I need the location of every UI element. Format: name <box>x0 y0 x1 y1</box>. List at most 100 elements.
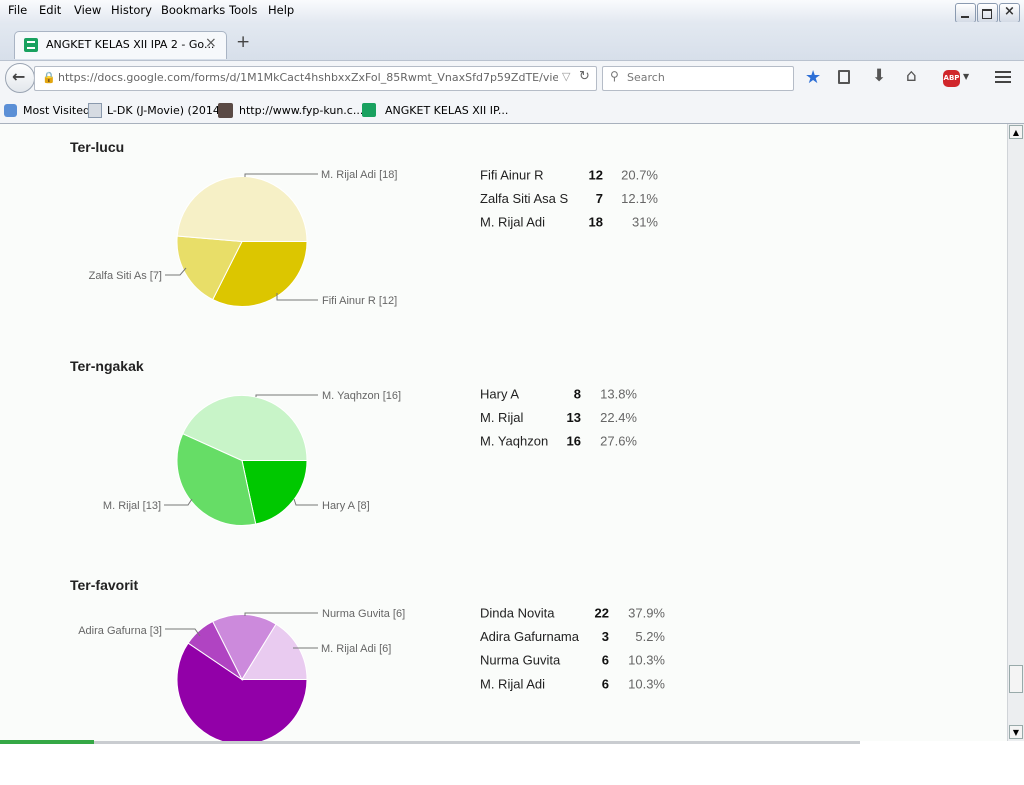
page-content: Ter-lucu Fifi Ainur R [12] Zalfa Siti As [… <box>0 124 1007 745</box>
url-text: https://docs.google.com/forms/d/1M1MkCac… <box>58 71 558 84</box>
back-button[interactable]: ← <box>5 63 35 93</box>
legend-count: 3 <box>602 629 609 644</box>
menu-item[interactable]: Edit <box>39 3 62 17</box>
home-icon[interactable]: ⌂ <box>906 66 917 86</box>
bookmark-star[interactable]: ★ <box>805 67 822 88</box>
legend-name: Dinda Novita <box>480 606 555 621</box>
menu-item[interactable]: History <box>111 3 152 17</box>
callout-line <box>276 293 318 301</box>
legend-percent: 5.2% <box>635 629 665 644</box>
bookmark-icon <box>88 103 102 118</box>
callout-line <box>165 267 187 276</box>
download-icon[interactable]: ⬇ <box>872 66 887 86</box>
search-box[interactable]: ⚲ Search <box>602 66 794 91</box>
tab-close[interactable]: × <box>205 35 217 51</box>
callout-line <box>165 628 201 637</box>
bookmark[interactable]: http://www.fyp-kun.c... <box>239 104 364 117</box>
legend-name: M. Rijal <box>480 410 523 425</box>
menu-bar: File Edit View History Bookmarks Tools H… <box>0 0 1024 23</box>
restore-button[interactable] <box>977 3 998 23</box>
bookmark[interactable]: ANGKET KELAS XII IP... <box>385 104 509 117</box>
legend-count: 6 <box>602 676 609 691</box>
reading-list-icon[interactable] <box>838 70 850 84</box>
legend-percent: 22.4% <box>600 410 637 425</box>
legend-name: Hary A <box>480 387 519 402</box>
legend-percent: 37.9% <box>628 606 665 621</box>
bookmark[interactable]: L-DK (J-Movie) (2014) <box>107 104 225 117</box>
callout-line <box>293 498 318 506</box>
menu-item[interactable]: File <box>8 3 28 17</box>
menu-item[interactable]: Bookmarks <box>161 3 226 17</box>
slice-label: Fifi Ainur R [12] <box>322 295 397 307</box>
footer-strip <box>0 741 860 744</box>
pie-slice <box>176 176 308 242</box>
legend-percent: 10.3% <box>628 653 665 668</box>
pie-slice <box>176 235 243 301</box>
chart-title: Ter-favorit <box>70 577 139 593</box>
slice-label: Hary A [8] <box>322 500 370 512</box>
legend-name: M. Rijal Adi <box>480 676 545 691</box>
slice-label: M. Rijal [13] <box>103 500 161 512</box>
legend-name: Fifi Ainur R <box>480 168 544 183</box>
pie-slice <box>241 460 308 525</box>
slice-label: Adira Gafurna [3] <box>78 625 162 637</box>
scroll-up[interactable]: ▲ <box>1009 125 1023 139</box>
search-placeholder: Search <box>627 71 665 84</box>
adblock-menu[interactable]: ▼ <box>963 72 970 81</box>
menu-item[interactable]: Tools <box>229 3 258 17</box>
bookmark-icon <box>4 104 17 117</box>
bookmark[interactable]: Most Visited <box>23 104 90 117</box>
legend-percent: 13.8% <box>600 387 637 402</box>
callout-line <box>244 612 318 616</box>
legend-percent: 12.1% <box>621 191 658 206</box>
close-button[interactable]: × <box>999 3 1020 23</box>
legend-percent: 31% <box>632 215 658 230</box>
scroll-thumb[interactable] <box>1009 665 1023 693</box>
scrollbar: ▲ ▼ <box>1007 124 1024 741</box>
callout-line <box>164 498 193 506</box>
legend-name: M. Yaqhzon <box>480 434 548 449</box>
charts: Ter-lucu Fifi Ainur R [12] Zalfa Siti As [… <box>70 139 665 745</box>
slice-label: Zalfa Siti As [7] <box>89 270 162 282</box>
slice-label: M. Rijal Adi [6] <box>321 643 391 655</box>
legend-count: 13 <box>567 410 581 425</box>
legend-name: Zalfa Siti Asa S <box>480 191 568 206</box>
slice-label: M. Rijal Adi [18] <box>321 169 397 181</box>
legend-count: 16 <box>567 434 581 449</box>
tab[interactable]: ANGKET KELAS XII IPA 2 - Go... × <box>14 31 227 59</box>
legend-count: 12 <box>589 168 603 183</box>
slice-label: M. Yaqhzon [16] <box>322 390 401 402</box>
chart-title: Ter-lucu <box>70 139 124 155</box>
pie-slice <box>212 241 308 307</box>
legend-count: 18 <box>589 215 603 230</box>
legend-name: Adira Gafurnama <box>480 629 580 644</box>
footer-accent <box>0 740 94 744</box>
slice-label: Nurma Guvita [6] <box>322 608 405 620</box>
legend-name: Nurma Guvita <box>480 653 561 668</box>
minimize-button[interactable] <box>955 3 976 23</box>
legend-count: 8 <box>574 387 581 402</box>
menu-button[interactable] <box>995 71 1011 83</box>
callout-line <box>244 173 318 177</box>
legend-count: 7 <box>596 191 603 206</box>
tab-title: ANGKET KELAS XII IPA 2 - Go... <box>46 38 215 51</box>
menu-item[interactable]: View <box>74 3 102 17</box>
bookmarks-bar <box>0 97 1024 124</box>
bookmark-icon <box>218 103 233 118</box>
pie-slice <box>176 433 257 526</box>
tab-icon <box>24 38 38 52</box>
url-bar[interactable]: 🔒 https://docs.google.com/forms/d/1M1MkC… <box>34 66 597 91</box>
legend-count: 6 <box>602 653 609 668</box>
menu-item[interactable]: Help <box>268 3 295 17</box>
scroll-down[interactable]: ▼ <box>1009 725 1023 739</box>
adblock-icon[interactable]: ABP <box>943 70 960 87</box>
legend-percent: 20.7% <box>621 168 658 183</box>
bookmark-icon <box>362 103 376 117</box>
new-tab-button[interactable]: + <box>236 32 251 52</box>
pie-slice <box>182 395 308 461</box>
legend-percent: 27.6% <box>600 434 637 449</box>
legend-percent: 10.3% <box>628 676 665 691</box>
legend-count: 22 <box>595 606 609 621</box>
